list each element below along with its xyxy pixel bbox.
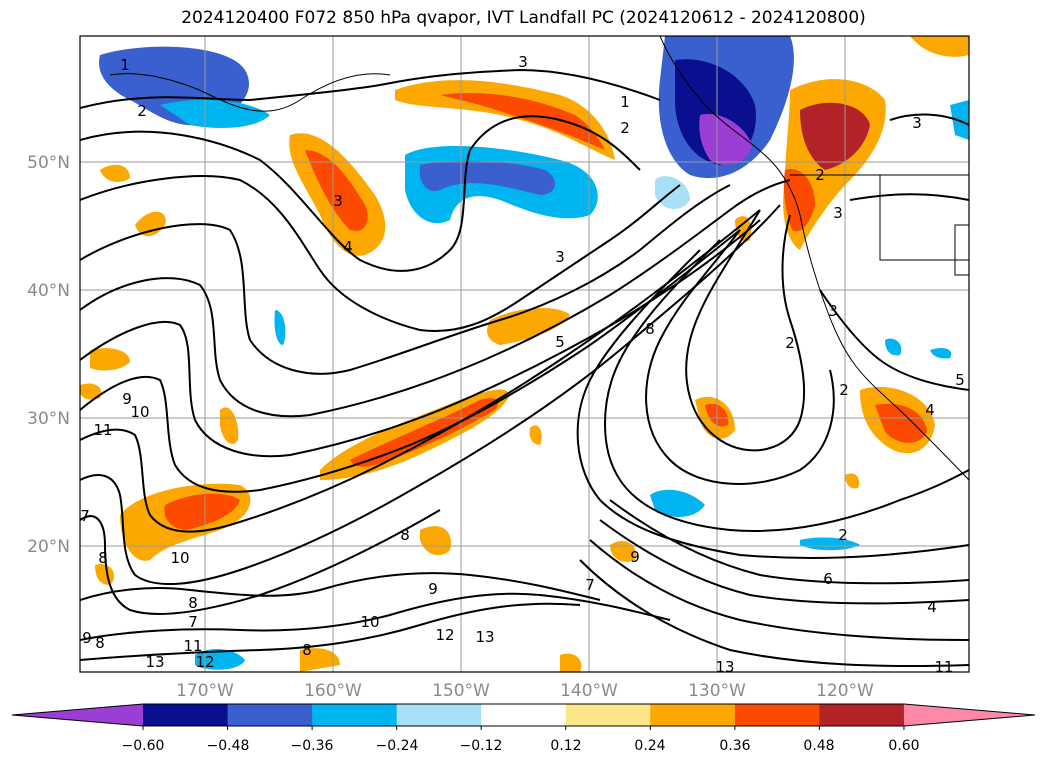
plot-frame: [79, 35, 970, 673]
longitude-labels: 170°W 160°W 150°W 140°W 130°W 120°W: [176, 681, 874, 701]
lon-label: 160°W: [304, 681, 362, 701]
contour-label: 8: [98, 549, 108, 567]
lon-label: 150°W: [432, 681, 490, 701]
contour-label: 13: [715, 658, 734, 676]
lon-label: 140°W: [560, 681, 618, 701]
lat-label: 50°N: [27, 153, 70, 173]
contour-label: 1: [120, 56, 130, 74]
colorbar-extend-min: [12, 704, 143, 726]
contour-label: 2: [785, 334, 795, 352]
colorbar-extend-max: [903, 704, 1035, 726]
colorbar-segment: [227, 704, 313, 726]
colorbar-tick: −0.36: [291, 738, 334, 754]
lat-label: 30°N: [27, 409, 70, 429]
contour-label: 3: [555, 248, 565, 266]
contour-label: 8: [302, 641, 312, 659]
contour-label: 5: [955, 371, 965, 389]
contour-label: 11: [934, 658, 953, 676]
colorbar-tick: 0.60: [888, 738, 919, 754]
colorbar-tick: 0.24: [634, 738, 665, 754]
contour-label: 11: [183, 637, 202, 655]
contour-label: 5: [555, 333, 565, 351]
contour-label: 13: [145, 653, 164, 671]
lat-label: 20°N: [27, 537, 70, 557]
contour-label: 3: [518, 53, 528, 71]
coastlines: [109, 36, 969, 481]
colorbar-segment: [143, 704, 229, 726]
contour-label: 4: [343, 238, 353, 256]
contour-label: 3: [833, 204, 843, 222]
colorbar-tick: −0.12: [460, 738, 503, 754]
map-title: 2024120400 F072 850 hPa qvapor, IVT Land…: [181, 8, 866, 28]
contour-label: 4: [927, 598, 937, 616]
contour-label: 8: [645, 320, 655, 338]
contour-label: 2: [137, 102, 147, 120]
contour-label: 11: [93, 421, 112, 439]
contour-label: 2: [815, 166, 825, 184]
contour-label: 3: [333, 192, 343, 210]
colorbar-segment: [396, 704, 482, 726]
contour-label: 4: [925, 401, 935, 419]
contour-label: 10: [360, 613, 379, 631]
lon-label: 120°W: [816, 681, 874, 701]
contour-label: 7: [585, 576, 595, 594]
contour-label: 2: [839, 381, 849, 399]
colorbar-segment: [650, 704, 736, 726]
lat-label: 40°N: [27, 281, 70, 301]
lon-label: 130°W: [688, 681, 746, 701]
contour-label: 6: [823, 570, 833, 588]
colorbar-tick-labels: −0.60 −0.48 −0.36 −0.24 −0.12 0.12 0.24 …: [122, 738, 920, 754]
colorbar-tick: −0.48: [207, 738, 250, 754]
latitude-labels: 50°N 40°N 30°N 20°N: [27, 153, 70, 557]
contour-label: 3: [912, 114, 922, 132]
contour-label: 1: [620, 93, 630, 111]
colorbar-segment: [312, 704, 398, 726]
contour-label: 8: [188, 594, 198, 612]
contour-labels: 1 2 3 2 1 2 3 4 3 3 5 8 9 10 11 7 8 10 8…: [80, 53, 965, 676]
contour-label: 10: [130, 403, 149, 421]
colorbar-segment: [734, 704, 820, 726]
colorbar-tick: 0.36: [719, 738, 750, 754]
contour-label: 13: [475, 628, 494, 646]
colorbar-segment: [819, 704, 905, 726]
colorbar-segment: [481, 704, 567, 726]
contour-label: 8: [95, 634, 105, 652]
contour-label: 3: [828, 302, 838, 320]
anomaly-shading: [80, 36, 969, 672]
contour-label: 7: [80, 507, 90, 525]
contour-label: 9: [82, 629, 92, 647]
contour-label: 12: [435, 626, 454, 644]
contour-label: 7: [188, 613, 198, 631]
contour-label: 10: [170, 549, 189, 567]
colorbar-tick: 0.12: [550, 738, 581, 754]
contour-label: 12: [195, 653, 214, 671]
colorbar-segment: [565, 704, 651, 726]
lon-label: 170°W: [176, 681, 234, 701]
colorbar-tick: −0.24: [376, 738, 419, 754]
contour-label: 8: [400, 526, 410, 544]
colorbar-tick: −0.60: [122, 738, 165, 754]
contour-label: 2: [620, 119, 630, 137]
contour-label: 9: [122, 390, 132, 408]
contour-label: 9: [428, 580, 438, 598]
colorbar: [11, 703, 1036, 730]
contour-label: 9: [630, 548, 640, 566]
contour-label: 2: [838, 526, 848, 544]
colorbar-tick: 0.48: [803, 738, 834, 754]
contour-lines: [80, 68, 969, 668]
